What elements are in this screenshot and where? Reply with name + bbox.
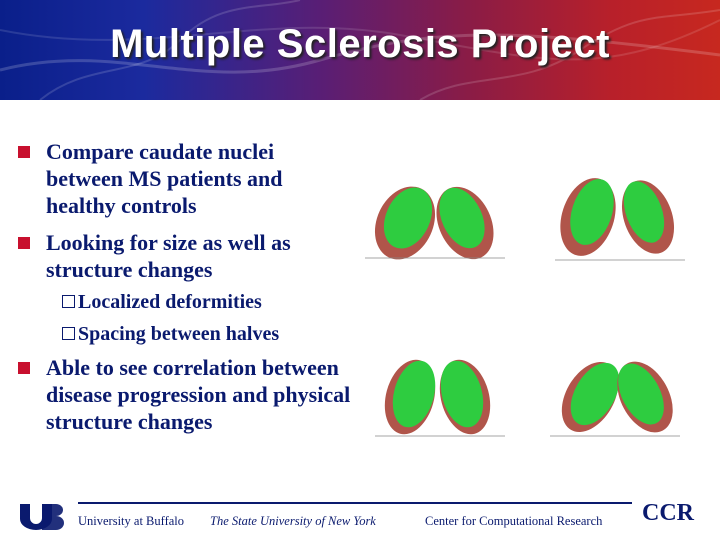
caudate-render-top-left [365,186,505,260]
bullet-square-icon [18,362,30,374]
caudate-render-bottom-left [375,359,505,437]
caudate-render-top-right [555,178,685,261]
sub-bullet-2-text: Spacing between halves [78,323,280,345]
checkbox-bullet-icon [62,295,75,308]
slide-title: Multiple Sclerosis Project [110,22,610,66]
bullet-3-text: Able to see correlation between disease … [46,355,351,434]
footer-university: University at Buffalo [78,514,184,528]
bullet-square-icon [18,146,30,158]
ccr-logo-text: CCR [642,500,694,526]
banner-swirl-decoration [0,0,720,100]
footer-center: Center for Computational Research [425,514,603,528]
caudate-render-bottom-right [550,361,680,437]
footer-rule [78,502,632,504]
sub-bullet-1-text: Localized deformities [78,291,262,313]
bullet-2-text: Looking for size as well as structure ch… [46,230,291,282]
title-banner: Multiple Sclerosis Project [0,0,720,100]
bullet-square-icon [18,237,30,249]
ub-logo [20,504,64,530]
bullet-1-text: Compare caudate nuclei between MS patien… [46,139,283,218]
checkbox-bullet-icon [62,327,75,340]
footer-suny: The State University of New York [210,514,376,528]
